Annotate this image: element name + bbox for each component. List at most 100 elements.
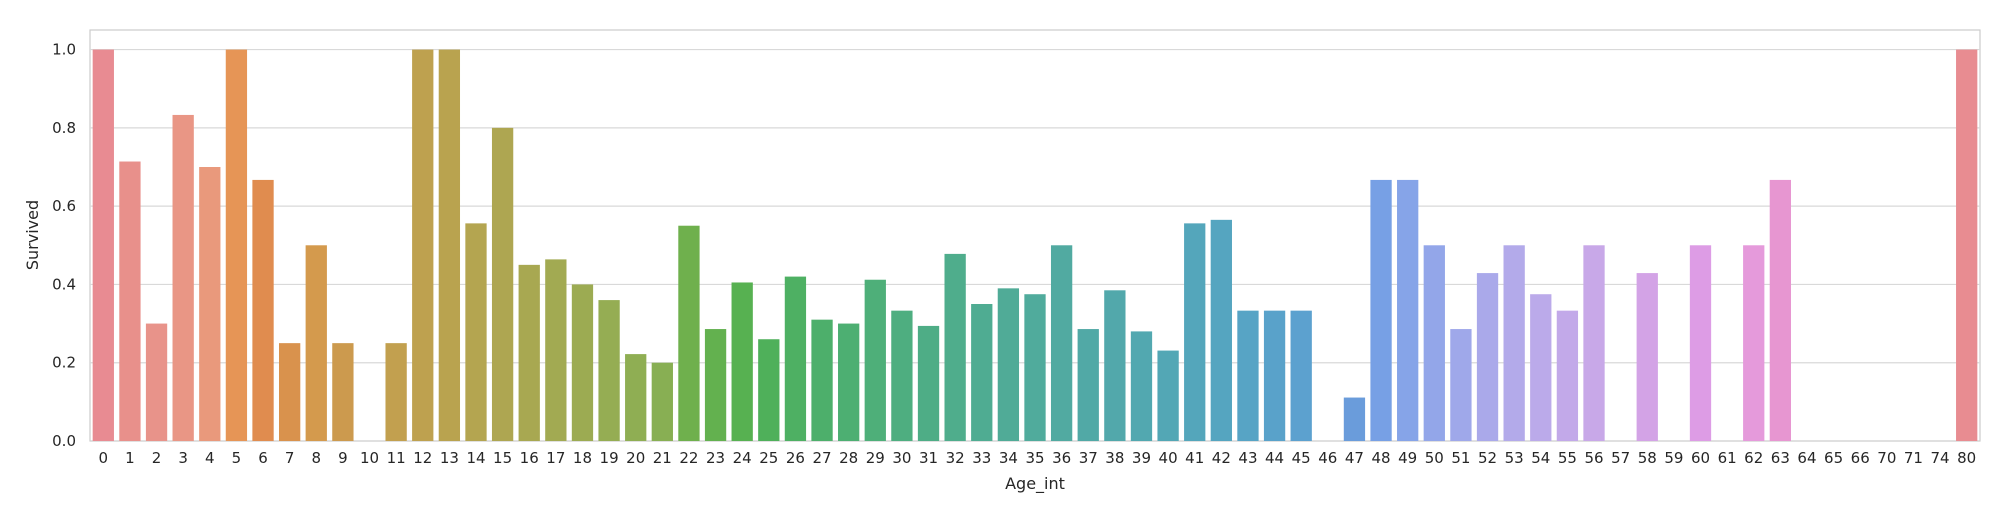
x-tick-label: 60 [1691,449,1710,467]
bar-52 [1476,273,1499,441]
bar-44 [1263,310,1286,441]
x-axis-label: Age_int [1005,474,1065,494]
y-tick-label: 0.8 [52,119,76,137]
x-tick-label: 66 [1851,449,1870,467]
x-tick-label: 5 [232,449,242,467]
bar-60 [1689,245,1712,441]
x-tick-label: 20 [626,449,645,467]
bar-17 [545,259,567,441]
x-tick-label: 18 [573,449,592,467]
x-tick-label: 46 [1318,449,1337,467]
bar-30 [891,310,913,441]
bar-47 [1343,397,1366,441]
bar-2 [145,323,168,441]
bar-33 [971,304,993,441]
x-tick-label: 12 [413,449,432,467]
x-tick-label: 13 [440,449,459,467]
bar-13 [438,49,461,441]
x-tick-label: 71 [1904,449,1923,467]
x-tick-labels: 0 1 2 3 4 5 6 7 8 9 10 11 12 13 14 15 16 17 18 19 20 21 22 23 24… [99,449,1977,467]
x-tick-label: 8 [311,449,321,467]
bar-43 [1237,310,1259,441]
x-tick-label: 51 [1451,449,1470,467]
x-tick-label: 30 [892,449,911,467]
x-tick-label: 6 [258,449,268,467]
x-tick-label: 50 [1425,449,1444,467]
bar-9 [332,343,354,441]
bar-14 [465,223,487,441]
bar-8 [305,245,327,441]
x-tick-label: 48 [1372,449,1391,467]
x-tick-label: 42 [1212,449,1231,467]
x-tick-label: 10 [360,449,379,467]
x-tick-label: 27 [812,449,831,467]
bar-1 [119,161,141,441]
bar-29 [864,279,886,441]
bar-45 [1290,310,1312,441]
x-tick-label: 43 [1238,449,1257,467]
bar-7 [279,343,301,441]
bars [92,49,1978,441]
x-tick-label: 14 [466,449,485,467]
x-tick-label: 33 [972,449,991,467]
x-tick-label: 2 [152,449,162,467]
bar-38 [1104,290,1126,441]
x-tick-label: 64 [1797,449,1816,467]
x-tick-label: 22 [679,449,698,467]
bar-25 [758,339,780,441]
x-tick-label: 55 [1558,449,1577,467]
bar-49 [1397,179,1419,441]
x-tick-label: 65 [1824,449,1843,467]
bar-36 [1050,245,1073,441]
bar-41 [1184,223,1206,441]
y-tick-labels: 0.0 0.2 0.4 0.6 0.8 1.0 [52,41,76,450]
x-tick-label: 63 [1771,449,1790,467]
x-tick-label: 45 [1292,449,1311,467]
bar-5 [225,49,248,441]
x-tick-label: 39 [1132,449,1151,467]
y-tick-label: 1.0 [52,41,76,59]
y-tick-label: 0.6 [52,197,76,215]
bar-58 [1636,273,1658,441]
bar-15 [491,127,514,441]
x-tick-label: 31 [919,449,938,467]
x-tick-label: 41 [1185,449,1204,467]
y-tick-label: 0.4 [52,275,76,293]
bar-4 [199,167,221,441]
bar-80 [1956,49,1978,441]
x-tick-label: 36 [1052,449,1071,467]
bar-0 [92,49,114,441]
x-tick-label: 58 [1638,449,1657,467]
bar-63 [1769,179,1791,441]
bar-32 [944,253,966,441]
x-tick-label: 53 [1505,449,1524,467]
bar-28 [838,323,860,441]
bar-62 [1743,245,1765,441]
bar-35 [1024,294,1046,441]
x-tick-label: 32 [946,449,965,467]
x-tick-label: 49 [1398,449,1417,467]
x-tick-label: 9 [338,449,348,467]
x-tick-label: 11 [387,449,406,467]
bar-16 [518,264,540,441]
bar-37 [1077,329,1099,441]
x-tick-label: 52 [1478,449,1497,467]
bar-18 [571,284,594,441]
x-tick-label: 3 [178,449,188,467]
bar-31 [917,325,940,441]
x-tick-label: 1 [125,449,135,467]
x-tick-label: 7 [285,449,295,467]
bar-42 [1210,219,1232,441]
x-tick-label: 16 [520,449,539,467]
x-tick-label: 4 [205,449,215,467]
x-tick-label: 34 [999,449,1018,467]
x-tick-label: 0 [99,449,109,467]
x-tick-label: 23 [706,449,725,467]
y-tick-label: 0.0 [52,432,76,450]
y-tick-label: 0.2 [52,354,76,372]
x-tick-label: 61 [1718,449,1737,467]
bar-11 [385,343,407,441]
bar-27 [811,319,833,441]
bar-53 [1503,245,1525,441]
bar-24 [731,282,753,441]
